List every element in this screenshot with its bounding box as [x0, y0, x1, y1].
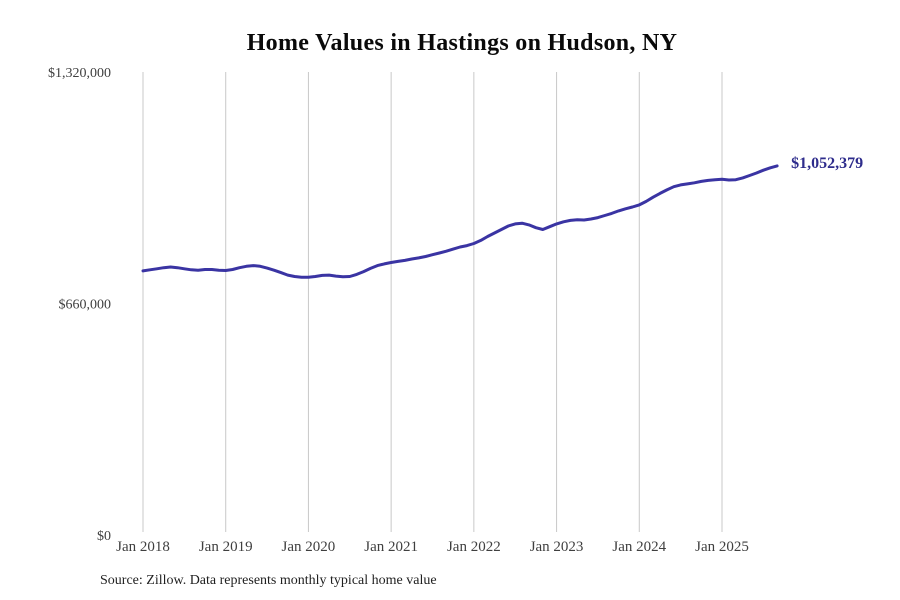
latest-value-label: $1,052,379 — [791, 154, 864, 172]
source-note: Source: Zillow. Data represents monthly … — [100, 573, 437, 588]
x-axis-tick-label: Jan 2024 — [612, 539, 666, 555]
x-axis-tick-label: Jan 2023 — [530, 539, 584, 555]
x-axis-tick-label: Jan 2025 — [695, 539, 749, 555]
y-axis-tick-label: $660,000 — [59, 298, 112, 313]
x-axis-tick-label: Jan 2022 — [447, 539, 501, 555]
chart-title: Home Values in Hastings on Hudson, NY — [246, 30, 678, 56]
x-axis-tick-label: Jan 2021 — [364, 539, 418, 555]
home-value-line — [141, 164, 779, 279]
x-axis-tick-label: Jan 2020 — [282, 539, 336, 555]
y-axis-tick-label: $1,320,000 — [48, 66, 111, 81]
x-axis-tick-label: Jan 2019 — [199, 539, 253, 555]
x-axis-tick-label: Jan 2018 — [116, 539, 170, 555]
y-axis-tick-label: $0 — [97, 529, 111, 544]
